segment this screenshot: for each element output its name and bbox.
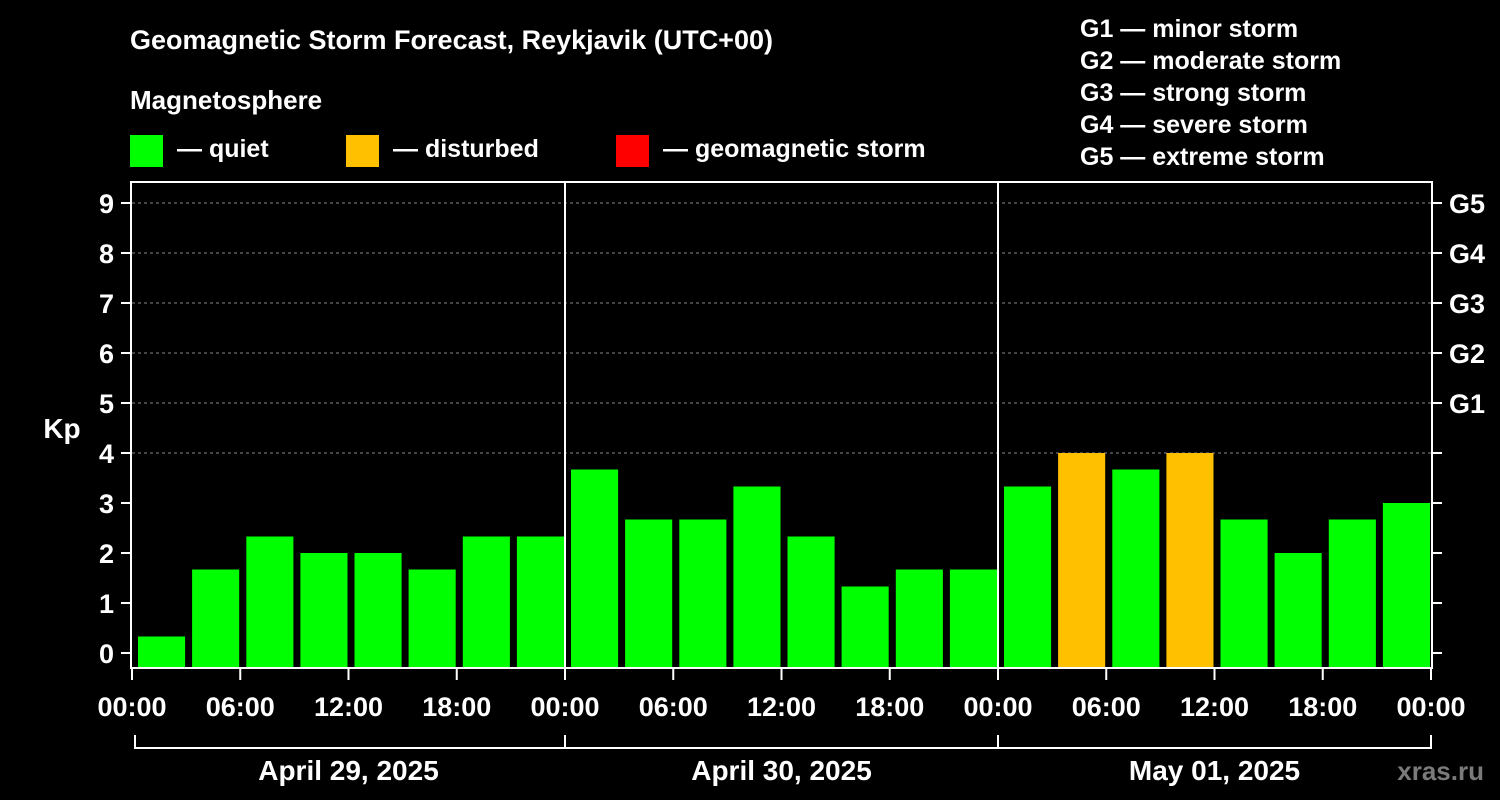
bar-19 — [1166, 453, 1214, 668]
y-tick-label-8: 8 — [99, 239, 114, 269]
day-label-1: April 30, 2025 — [691, 755, 872, 786]
x-tick-label-4: 00:00 — [530, 692, 599, 722]
watermark: xras.ru — [1397, 756, 1484, 786]
bar-15 — [949, 569, 997, 668]
y-tick-label-1: 1 — [99, 589, 114, 619]
g-scale-legend: G1 — minor storm G2 — moderate storm G3 — … — [1080, 15, 1341, 171]
bar-16 — [1004, 486, 1052, 668]
bar-18 — [1112, 469, 1160, 668]
bars — [138, 453, 1430, 668]
g-axis-label-2: G3 — [1449, 289, 1485, 319]
x-tick-label-0: 00:00 — [97, 692, 166, 722]
day-label-2: May 01, 2025 — [1129, 755, 1300, 786]
g-axis-label-3: G4 — [1449, 239, 1485, 269]
bar-21 — [1274, 553, 1322, 668]
bar-23 — [1382, 503, 1430, 668]
bar-7 — [516, 536, 564, 668]
bar-22 — [1328, 519, 1376, 668]
g-legend-item-4: G5 — extreme storm — [1080, 143, 1325, 171]
day-label-0: April 29, 2025 — [258, 755, 439, 786]
y-tick-label-0: 0 — [99, 639, 114, 669]
bar-1 — [192, 569, 240, 668]
x-tick-label-7: 18:00 — [855, 692, 924, 722]
bar-2 — [246, 536, 294, 668]
y-tick-label-3: 3 — [99, 489, 114, 519]
chart-title: Geomagnetic Storm Forecast, Reykjavik (U… — [130, 25, 773, 55]
x-tick-label-6: 12:00 — [747, 692, 816, 722]
bar-4 — [354, 553, 402, 668]
legend-label-2: — geomagnetic storm — [663, 135, 926, 163]
legend-swatch-1 — [346, 135, 379, 167]
g-legend-item-2: G3 — strong storm — [1080, 79, 1306, 107]
bar-17 — [1058, 453, 1106, 668]
x-tick-label-12: 00:00 — [1396, 692, 1465, 722]
y-tick-label-7: 7 — [99, 289, 114, 319]
bar-14 — [895, 569, 943, 668]
x-tick-label-5: 06:00 — [639, 692, 708, 722]
legend-swatch-2 — [616, 135, 649, 167]
y-tick-label-9: 9 — [99, 189, 114, 219]
legend-label-0: — quiet — [177, 135, 269, 163]
legend-label-1: — disturbed — [393, 135, 539, 163]
bar-20 — [1220, 519, 1268, 668]
g-axis-label-1: G2 — [1449, 339, 1485, 369]
x-tick-label-3: 18:00 — [422, 692, 491, 722]
bar-8 — [571, 469, 619, 668]
g-axis-label-4: G5 — [1449, 189, 1485, 219]
y-tick-label-4: 4 — [99, 439, 114, 469]
bar-9 — [625, 519, 673, 668]
grid-lines — [132, 202, 1431, 454]
g-legend-item-1: G2 — moderate storm — [1080, 47, 1341, 75]
bar-11 — [733, 486, 781, 668]
x-tick-label-8: 00:00 — [963, 692, 1032, 722]
bar-10 — [679, 519, 727, 668]
bar-6 — [462, 536, 510, 668]
g-legend-item-0: G1 — minor storm — [1080, 15, 1298, 43]
axes: 0 1 2 3 4 5 6 7 8 9 G1 G2 G3 G4 G5 00:00 06:00 12:00 18:00… — [97, 182, 1485, 786]
y-tick-label-6: 6 — [99, 339, 114, 369]
y-tick-label-5: 5 — [99, 389, 114, 419]
x-tick-label-9: 06:00 — [1072, 692, 1141, 722]
bar-0 — [138, 636, 186, 668]
bar-13 — [841, 586, 889, 668]
y-axis-label: Kp — [43, 413, 80, 444]
bar-3 — [300, 553, 348, 668]
x-tick-label-10: 12:00 — [1180, 692, 1249, 722]
g-legend-item-3: G4 — severe storm — [1080, 111, 1308, 139]
legend-swatch-0 — [130, 135, 163, 167]
x-tick-label-2: 12:00 — [314, 692, 383, 722]
x-tick-label-11: 18:00 — [1288, 692, 1357, 722]
g-axis-label-0: G1 — [1449, 389, 1485, 419]
y-tick-label-2: 2 — [99, 539, 114, 569]
bar-5 — [408, 569, 456, 668]
bar-12 — [787, 536, 835, 668]
magnetosphere-legend: — quiet — disturbed — geomagnetic storm — [130, 135, 926, 167]
legend-title: Magnetosphere — [130, 85, 322, 115]
x-tick-label-1: 06:00 — [206, 692, 275, 722]
